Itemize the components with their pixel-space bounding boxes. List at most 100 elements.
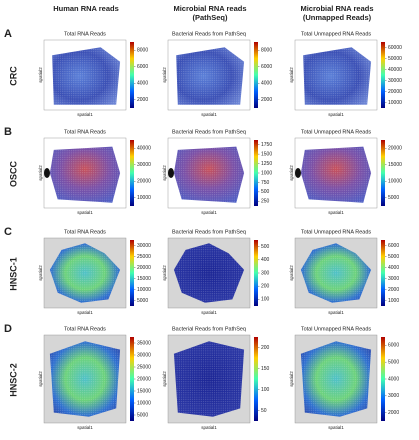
colorbar-tick-label: 4000 (137, 81, 148, 87)
panel-title: Total Unmapped RNA Reads (301, 229, 372, 235)
colorbar-tick-label: 10000 (137, 287, 151, 293)
colorbar-tick-label: 200 (261, 284, 270, 290)
y-axis-label: spatial2 (162, 265, 167, 281)
colorbar-tick-label: 40000 (137, 146, 151, 152)
x-axis-label: spatial1 (201, 425, 217, 430)
colorbar-tick-label: 25000 (137, 364, 151, 370)
colorbar-tick-label: 2000 (388, 287, 399, 293)
colorbar-tick-label: 50 (261, 408, 267, 414)
tissue-spots (300, 146, 372, 203)
colorbar-tick-label: 25000 (137, 254, 151, 260)
colorbar-tick-label: 5000 (137, 298, 148, 304)
row-letter: B (4, 126, 12, 138)
colorbar-tick-label: 20000 (388, 146, 402, 152)
panel-title: Bacterial Reads from PathSeq (172, 326, 246, 332)
colorbar-tick-label: 20000 (137, 179, 151, 185)
panel-title: Total RNA Reads (64, 326, 106, 332)
x-axis-label: spatial1 (201, 310, 217, 315)
colorbar (254, 337, 258, 421)
panel-title: Total Unmapped RNA Reads (301, 31, 372, 37)
row-label: OSCC (8, 161, 18, 188)
colorbar (130, 337, 134, 421)
colorbar (254, 42, 258, 108)
colorbar-tick-label: 30000 (388, 78, 402, 84)
colorbar-tick-label: 10000 (388, 100, 402, 106)
colorbar-tick-label: 1500 (261, 151, 272, 157)
panel-title: Bacterial Reads from PathSeq (172, 129, 246, 135)
panel-title: Bacterial Reads from PathSeq (172, 31, 246, 37)
x-axis-label: spatial1 (201, 112, 217, 117)
y-axis-label: spatial2 (162, 67, 167, 83)
tissue-spots (52, 47, 121, 105)
colorbar (130, 42, 134, 108)
colorbar-tick-label: 50000 (388, 56, 402, 62)
tissue-spots (300, 341, 372, 417)
panels: Human RNA reads Microbial RNA reads (PathS… (4, 4, 402, 430)
colorbar-tick-label: 5000 (388, 195, 399, 201)
y-axis-label: spatial2 (289, 265, 294, 281)
colorbar-tick-label: 5000 (137, 412, 148, 418)
fiducial (168, 168, 174, 178)
colorbar-tick-label: 5000 (388, 360, 399, 366)
x-axis-label: spatial1 (328, 310, 344, 315)
colorbar-tick-label: 60000 (388, 45, 402, 51)
x-axis-label: spatial1 (77, 112, 93, 117)
x-axis-label: spatial1 (201, 210, 217, 215)
row-letter: C (4, 226, 12, 238)
colorbar-tick-label: 20000 (388, 89, 402, 95)
panel-title: Total Unmapped RNA Reads (301, 326, 372, 332)
tissue-spots (49, 243, 121, 303)
row-letter: A (4, 28, 12, 40)
tissue-spots (300, 243, 372, 303)
colorbar-tick-label: 200 (261, 345, 270, 351)
colorbar-tick-label: 300 (261, 270, 270, 276)
fiducial (295, 168, 301, 178)
row-label: CRC (8, 66, 18, 86)
tissue-spots (173, 243, 245, 303)
column-header: Human RNA reads (53, 4, 119, 13)
colorbar-tick-label: 6000 (137, 64, 148, 70)
colorbar-tick-label: 35000 (137, 340, 151, 346)
row-label: HNSC-2 (8, 363, 18, 397)
tissue-spots (173, 146, 245, 203)
colorbar-tick-label: 20000 (137, 265, 151, 271)
colorbar (254, 240, 258, 306)
y-axis-label: spatial2 (289, 67, 294, 83)
tissue-spots (49, 341, 121, 417)
colorbar-tick-label: 5000 (388, 254, 399, 260)
colorbar (254, 140, 258, 206)
colorbar-tick-label: 30000 (137, 352, 151, 358)
fiducial (44, 168, 50, 178)
colorbar-tick-label: 2000 (261, 97, 272, 103)
colorbar-tick-label: 30000 (137, 162, 151, 168)
y-axis-label: spatial2 (289, 371, 294, 387)
colorbar-tick-label: 30000 (137, 243, 151, 249)
y-axis-label: spatial2 (162, 165, 167, 181)
colorbar-tick-label: 750 (261, 180, 270, 186)
colorbar (130, 240, 134, 306)
colorbar (381, 42, 385, 108)
y-axis-label: spatial2 (38, 67, 43, 83)
colorbar-tick-label: 100 (261, 297, 270, 303)
panel-title: Total RNA Reads (64, 229, 106, 235)
x-axis-label: spatial1 (328, 210, 344, 215)
x-axis-label: spatial1 (328, 112, 344, 117)
colorbar-tick-label: 3000 (388, 393, 399, 399)
colorbar-tick-label: 10000 (137, 400, 151, 406)
colorbar-tick-label: 1750 (261, 142, 272, 148)
x-axis-label: spatial1 (328, 425, 344, 430)
y-axis-label: spatial2 (162, 371, 167, 387)
colorbar-tick-label: 500 (261, 189, 270, 195)
panel-title: Total RNA Reads (64, 129, 106, 135)
colorbar-tick-label: 6000 (388, 243, 399, 249)
colorbar-tick-label: 2000 (388, 410, 399, 416)
colorbar (381, 140, 385, 206)
colorbar-tick-label: 15000 (137, 276, 151, 282)
colorbar-tick-label: 6000 (388, 343, 399, 349)
colorbar-tick-label: 1000 (388, 298, 399, 304)
colorbar-tick-label: 15000 (137, 388, 151, 394)
colorbar-tick-label: 8000 (137, 48, 148, 54)
colorbar-tick-label: 4000 (388, 265, 399, 271)
colorbar (381, 240, 385, 306)
